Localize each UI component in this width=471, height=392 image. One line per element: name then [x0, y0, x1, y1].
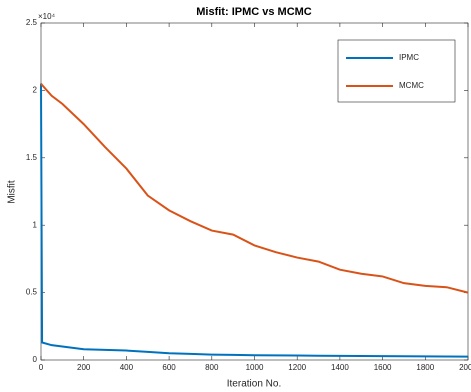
- legend-box: [337, 39, 456, 103]
- chart-title: Misfit: IPMC vs MCMC: [196, 6, 312, 18]
- legend-label: IPMC: [399, 53, 419, 62]
- x-tick-label: 1000: [246, 363, 264, 372]
- y-tick-label: 2.5: [26, 18, 38, 27]
- y-tick-label: 2: [33, 86, 38, 95]
- x-axis-label: Iteration No.: [227, 379, 281, 390]
- y-tick-label: 0: [33, 355, 38, 364]
- x-tick-label: 1400: [331, 363, 349, 372]
- series-line: [40, 83, 469, 294]
- y-axis-label: Misfit: [7, 180, 18, 204]
- x-tick-label: 1200: [288, 363, 306, 372]
- x-tick-label: 600: [162, 363, 176, 372]
- y-tick-label: 0.5: [26, 288, 38, 297]
- series-line: [40, 83, 469, 358]
- y-exponent: ×10⁴: [38, 12, 56, 21]
- y-tick-label: 1: [33, 220, 38, 229]
- y-tick-label: 1.5: [26, 153, 38, 162]
- x-tick-label: 1800: [416, 363, 434, 372]
- x-tick-label: 800: [205, 363, 219, 372]
- x-tick-label: 200: [77, 363, 91, 372]
- x-tick-label: 400: [120, 363, 134, 372]
- x-tick-label: 0: [39, 363, 44, 372]
- legend-label: MCMC: [399, 81, 424, 90]
- x-tick-label: 1600: [374, 363, 392, 372]
